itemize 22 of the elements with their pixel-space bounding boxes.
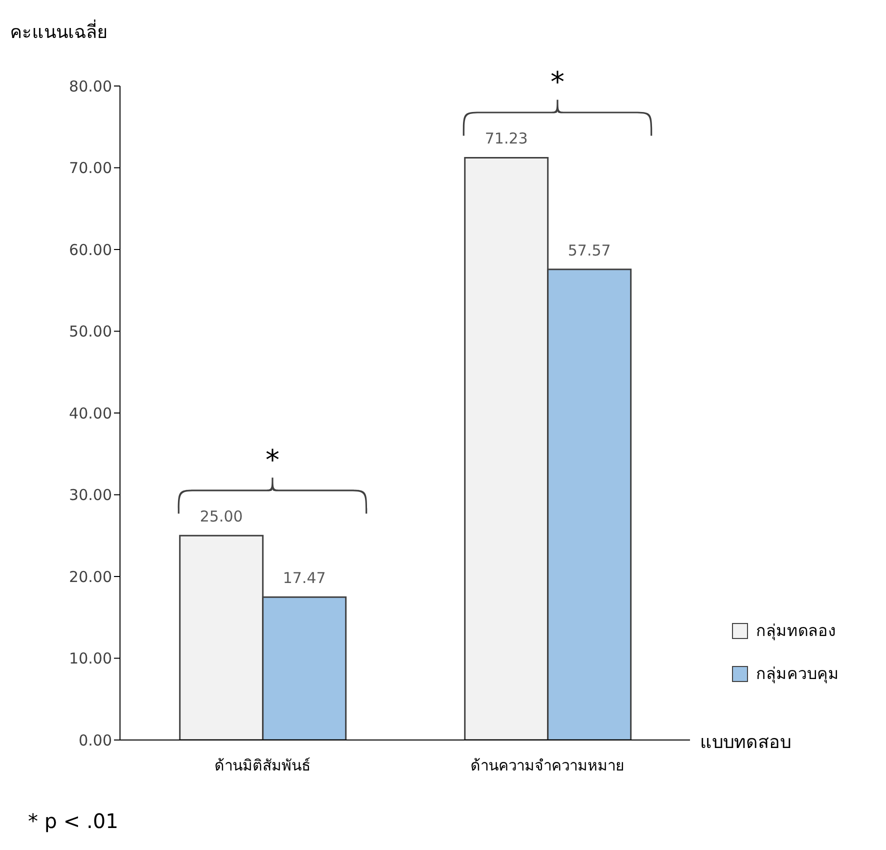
y-tick-label: 30.00 xyxy=(69,486,112,504)
y-tick-label: 70.00 xyxy=(69,159,112,178)
y-axis-title: คะแนนเฉลี่ย xyxy=(10,19,108,43)
x-axis-title: แบบทดสอบ xyxy=(700,732,791,753)
legend-label: กลุ่มควบคุม xyxy=(756,663,839,686)
data-label: 17.47 xyxy=(282,569,326,588)
y-tick-label: 80.00 xyxy=(69,77,112,96)
legend-label: กลุ่มทดลอง xyxy=(756,620,836,642)
annotation: * xyxy=(550,66,564,99)
data-label: 71.23 xyxy=(484,130,528,148)
y-tick-label: 50.00 xyxy=(69,322,112,341)
x-tick-label: ด้านมิติสัมพันธ์ xyxy=(214,756,310,775)
data-label: 57.57 xyxy=(568,241,611,260)
y-tick-label: 20.00 xyxy=(69,568,112,586)
x-tick-label: ด้านความจำความหมาย xyxy=(470,756,624,775)
text: * p < .01 xyxy=(28,809,118,833)
y-tick-label: 0.00 xyxy=(78,731,112,750)
y-tick-label: 10.00 xyxy=(69,650,112,668)
y-tick-label: 60.00 xyxy=(69,240,112,259)
y-tick-label: 40.00 xyxy=(69,404,112,422)
data-label: 25.00 xyxy=(200,508,243,526)
annotation: * xyxy=(266,444,280,477)
